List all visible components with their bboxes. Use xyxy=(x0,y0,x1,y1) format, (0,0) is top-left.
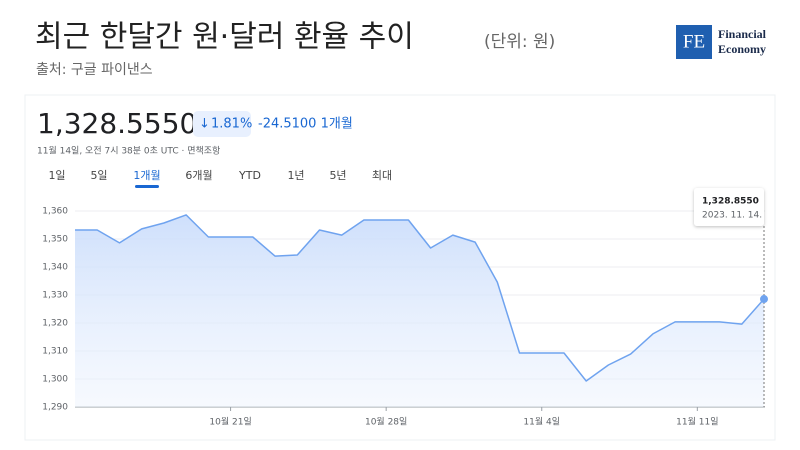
x-tick-label: 11월 4일 xyxy=(523,416,560,428)
range-tab[interactable]: YTD xyxy=(238,169,261,182)
range-tab[interactable]: 1년 xyxy=(287,169,304,182)
y-tick-label: 1,360 xyxy=(42,207,68,217)
change-abs: -24.5100 1개월 xyxy=(258,117,353,132)
logo-mark: FE xyxy=(683,31,705,52)
y-tick-label: 1,320 xyxy=(42,319,68,329)
plot: 1,290 1,300 1,310 1,320 1,330 1,340 1,350 1,360… xyxy=(42,188,768,428)
y-tick-label: 1,350 xyxy=(42,235,68,245)
line xyxy=(75,214,765,382)
price: 1,328.5550 xyxy=(37,107,197,140)
change-badge xyxy=(193,111,251,137)
logo-box xyxy=(676,25,712,59)
timestamp: 11월 14일, 오전 7시 38분 0초 UTC · 면책조항 xyxy=(37,145,220,157)
y-tick-label: 1,330 xyxy=(42,291,68,301)
change-pct: 1.81% xyxy=(211,117,252,132)
range-tab[interactable]: 5일 xyxy=(90,168,107,182)
range-tab[interactable]: 최대 xyxy=(372,169,392,182)
unit: (단위: 원) xyxy=(484,32,555,52)
logo-text: Financial xyxy=(718,27,767,41)
area-fill xyxy=(75,214,764,407)
tab-underline xyxy=(135,185,159,188)
range-tab[interactable]: 5년 xyxy=(329,169,346,182)
tooltip-value: 1,328.8550 xyxy=(702,197,759,207)
x-tick-label: 11월 11일 xyxy=(676,416,718,428)
x-tick-label: 10월 28일 xyxy=(365,416,407,428)
y-tick-label: 1,340 xyxy=(42,263,68,273)
logo-text: Economy xyxy=(718,42,766,56)
title: 최근 한달간 원·달러 환율 추이 xyxy=(35,20,414,55)
range-tab[interactable]: 1일 xyxy=(48,168,65,182)
y-tick-label: 1,290 xyxy=(42,403,68,413)
tabs: 1일 5일 1개월 6개월 YTD 1년 5년 최대 xyxy=(48,168,392,188)
x-tick-label: 10월 21일 xyxy=(209,416,251,428)
tooltip-date: 2023. 11. 14. xyxy=(702,211,762,221)
y-tick-label: 1,310 xyxy=(42,347,68,357)
source: 출처: 구글 파이낸스 xyxy=(36,62,153,78)
tooltip-box xyxy=(694,188,764,226)
last-point xyxy=(760,295,768,304)
down-arrow: ↓ xyxy=(199,117,210,132)
y-tick-label: 1,300 xyxy=(42,375,68,385)
range-tab[interactable]: 6개월 xyxy=(185,169,212,182)
range-tab[interactable]: 1개월 xyxy=(133,169,160,182)
